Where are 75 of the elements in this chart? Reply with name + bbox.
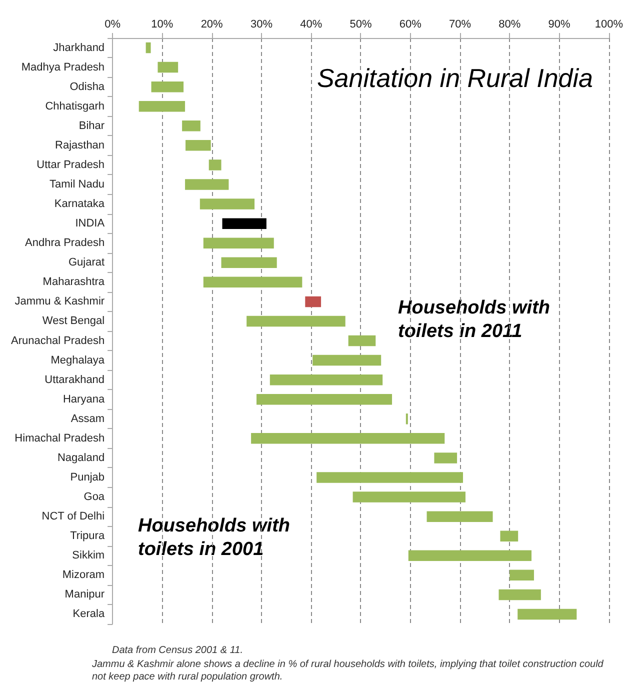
bar xyxy=(408,550,532,562)
y-tick-label: Nagaland xyxy=(57,452,105,464)
y-tick-label: Jharkhand xyxy=(53,42,105,54)
bar xyxy=(158,62,178,73)
x-tick-label: 30% xyxy=(250,18,273,30)
bar xyxy=(208,160,222,170)
y-tick-label: West Bengal xyxy=(42,315,105,328)
y-tick-label: Jammu & Kashmir xyxy=(14,296,105,308)
x-tick-label: 70% xyxy=(449,18,472,30)
bar xyxy=(185,179,229,190)
y-tick-label: Assam xyxy=(70,412,105,425)
y-tick-label: Madhya Pradesh xyxy=(21,61,105,74)
x-tick-label: 100% xyxy=(594,18,624,30)
bar xyxy=(251,433,445,444)
y-tick-label: Maharashtra xyxy=(42,276,106,288)
y-tick-label: Goa xyxy=(84,491,106,504)
y-tick-label: INDIA xyxy=(75,218,106,230)
x-tick-label: 20% xyxy=(200,18,224,30)
y-tick-label: Tamil Nadu xyxy=(50,178,105,190)
annotation: Households with toilets in 2011 xyxy=(398,297,556,342)
bar xyxy=(203,276,302,288)
text: Data from Census 2001 & 11. xyxy=(112,644,243,656)
text: Sanitation in Rural India xyxy=(316,63,594,93)
bar xyxy=(246,316,346,327)
bar xyxy=(186,140,211,151)
bar xyxy=(203,238,274,248)
y-tick-label: Karnataka xyxy=(54,198,106,210)
bar xyxy=(182,120,200,132)
y-tick-label: Punjab xyxy=(70,472,105,484)
y-tick-label: Himachal Pradesh xyxy=(14,432,105,444)
bar xyxy=(221,257,277,268)
y-tick-label: Gujarat xyxy=(68,256,105,269)
bar xyxy=(434,452,458,464)
y-tick-label: Kerala xyxy=(72,608,106,620)
bar xyxy=(348,335,376,346)
bar xyxy=(500,530,518,542)
y-tick-label: Arunachal Pradesh xyxy=(10,334,105,347)
x-tick-label: 0% xyxy=(104,18,121,30)
bar xyxy=(222,218,266,229)
x-tick-label: 40% xyxy=(300,18,322,30)
bar xyxy=(305,296,322,308)
bar xyxy=(518,608,577,620)
y-tick-label: Manipur xyxy=(64,588,105,601)
y-tick-label: Tripura xyxy=(70,530,106,542)
y-tick-label: Haryana xyxy=(62,393,106,406)
bar xyxy=(352,492,466,502)
y-tick-label: Rajasthan xyxy=(55,139,105,152)
text: Jammu & Kashmir alone shows a decline in % of rural households with toilets, implying that toilet construction could not keep pace with rural population growth. xyxy=(91,658,606,682)
y-tick-label: Bihar xyxy=(78,120,105,132)
bar xyxy=(510,570,534,581)
x-tick-label: 50% xyxy=(350,18,372,30)
bar xyxy=(270,374,383,386)
bar xyxy=(312,354,382,366)
bar xyxy=(256,394,392,405)
annotation: Households with toilets in 2001 xyxy=(138,515,296,560)
y-tick-label: Sikkim xyxy=(72,550,105,562)
x-tick-label: 80% xyxy=(498,18,521,30)
y-tick-label: Meghalaya xyxy=(50,354,106,366)
y-tick-label: Odisha xyxy=(70,80,106,93)
bar xyxy=(426,511,493,522)
bar xyxy=(316,472,463,483)
bar xyxy=(138,100,186,112)
y-tick-label: Uttarakhand xyxy=(44,374,105,386)
y-tick-label: Andhra Pradesh xyxy=(25,237,105,250)
bar xyxy=(498,589,541,600)
bar xyxy=(151,81,184,92)
y-tick-label: NCT of Delhi xyxy=(42,510,105,523)
y-tick-label: Mizoram xyxy=(62,569,105,582)
x-tick-label: 60% xyxy=(399,18,422,30)
bar xyxy=(146,42,151,54)
x-tick-label: 90% xyxy=(548,18,571,30)
y-tick-label: Uttar Pradesh xyxy=(36,158,105,171)
x-tick-label: 10% xyxy=(151,18,174,30)
bar xyxy=(200,198,255,210)
y-tick-label: Chhatisgarh xyxy=(45,100,105,112)
